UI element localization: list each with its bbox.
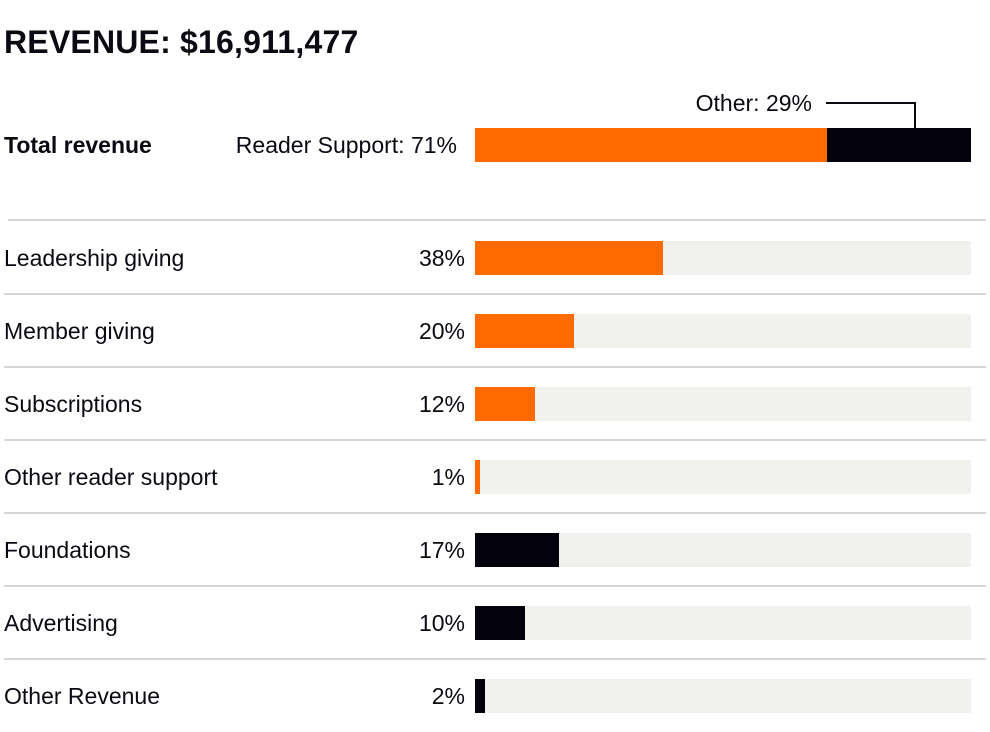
bar-row: Leadership giving 38% — [0, 221, 990, 294]
divider — [4, 658, 986, 660]
other-leader-line-vertical — [914, 102, 916, 128]
bar-fill — [475, 241, 664, 275]
category-label: Leadership giving — [4, 245, 185, 271]
chart-title: REVENUE: $16,911,477 — [4, 24, 359, 60]
value-label: 20% — [418, 318, 465, 344]
value-label: 1% — [431, 464, 465, 490]
divider — [4, 512, 986, 514]
category-label: Other Revenue — [4, 683, 160, 709]
total-bar-segment-other — [827, 128, 971, 162]
divider — [4, 366, 986, 368]
value-label: 2% — [431, 683, 465, 709]
bar-fill — [475, 460, 480, 494]
bar-fill — [475, 533, 560, 567]
category-label: Advertising — [4, 610, 118, 636]
bar-track — [475, 314, 971, 348]
bar-fill — [475, 679, 485, 713]
divider — [4, 439, 986, 441]
total-revenue-bar — [475, 128, 971, 162]
bar-track — [475, 533, 971, 567]
bar-row: Subscriptions 12% — [0, 367, 990, 440]
total-bar-segment-reader-support — [475, 128, 828, 162]
bar-track — [475, 241, 971, 275]
value-label: 17% — [418, 537, 465, 563]
other-share-label: Other: 29% — [695, 90, 812, 116]
value-label: 12% — [418, 391, 465, 417]
divider — [8, 219, 986, 221]
value-label: 38% — [418, 245, 465, 271]
bar-fill — [475, 314, 575, 348]
bar-row: Foundations 17% — [0, 513, 990, 586]
bar-row: Member giving 20% — [0, 294, 990, 367]
bar-row: Advertising 10% — [0, 586, 990, 659]
category-label: Member giving — [4, 318, 155, 344]
category-label: Foundations — [4, 537, 131, 563]
bar-track — [475, 679, 971, 713]
bar-track — [475, 387, 971, 421]
divider — [4, 293, 986, 295]
reader-support-share-label: Reader Support: 71% — [235, 132, 457, 158]
category-label: Other reader support — [4, 464, 218, 490]
divider — [4, 585, 986, 587]
bar-track — [475, 460, 971, 494]
category-label: Subscriptions — [4, 391, 143, 417]
bar-fill — [475, 606, 525, 640]
bar-fill — [475, 387, 535, 421]
other-leader-line-horizontal — [826, 102, 915, 104]
bar-row: Other reader support 1% — [0, 440, 990, 513]
value-label: 10% — [418, 610, 465, 636]
total-revenue-label: Total revenue — [4, 132, 152, 158]
bar-track — [475, 606, 971, 640]
bar-row: Other Revenue 2% — [0, 659, 990, 732]
